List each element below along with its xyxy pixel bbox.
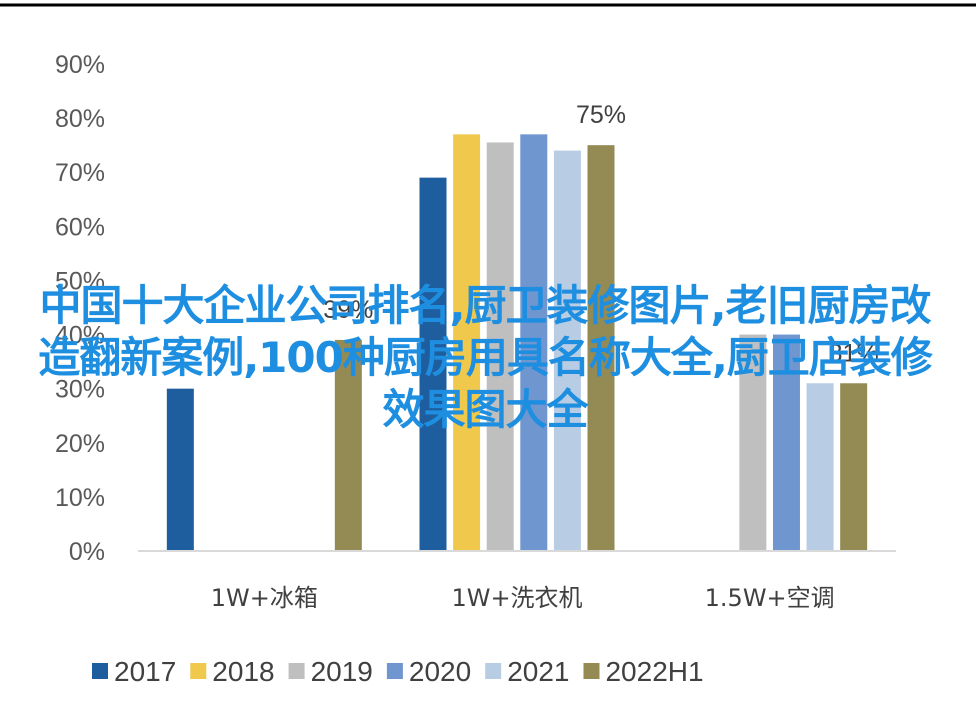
y-tick-label: 50% [55,267,105,295]
y-tick-label: 70% [55,159,105,187]
data-labels: 75% 39% 31% [323,101,878,367]
y-tick-label: 90% [55,51,105,79]
data-label: 75% [576,101,626,129]
y-tick-label: 10% [55,484,105,512]
bar-2019-1 [486,142,514,551]
y-tick-label: 60% [55,213,105,241]
legend-label: 2017 [114,656,176,687]
legend-swatch [583,663,600,679]
bar-2022H1-1 [587,145,615,551]
y-axis-ticks: 0% 10% 20% 30% 40% 50% 60% 70% 80% 90% [55,51,105,566]
legend-label: 2019 [311,656,373,687]
legend-label: 2022H1 [605,656,703,687]
legend-label: 2020 [409,656,471,687]
overlay-watermark-text: 中国十大企业公司排名,厨卫装修图片,老旧厨房改造翻新案例,100种厨房用具名称大… [38,281,933,434]
bar-2017-1 [419,177,447,551]
bars [166,134,868,552]
x-category-label: 1.5W+空调 [705,584,835,612]
legend: 2017 2018 2019 2020 2021 2022H1 [92,656,704,687]
x-category-label: 1W+冰箱 [211,584,318,612]
bar-2021-1 [553,150,581,552]
bar-2022H1-2 [840,383,868,551]
legend-swatch [190,663,207,679]
bar-2021-2 [806,383,834,551]
legend-swatch [288,663,305,679]
y-tick-label: 0% [69,538,105,566]
bar-2017-0 [166,388,194,551]
legend-swatch [386,663,403,679]
x-category-label: 1W+洗衣机 [451,584,582,612]
bar-2018-1 [453,134,481,551]
bar-2019-2 [739,334,767,551]
legend-label: 2018 [212,656,274,687]
legend-label: 2021 [507,656,569,687]
bar-2020-1 [520,134,548,551]
x-axis-categories: 1W+冰箱 1W+洗衣机 1.5W+空调 [211,584,835,612]
y-tick-label: 30% [55,376,105,404]
y-tick-label: 80% [55,105,105,133]
data-label: 31% [829,339,879,367]
y-tick-label: 40% [55,322,105,350]
legend-swatch [485,663,502,679]
legend-swatch [92,663,108,679]
bar-2022H1-0 [334,339,362,551]
y-tick-label: 20% [55,430,105,458]
bar-2020-2 [772,334,800,551]
data-label: 39% [323,296,373,324]
